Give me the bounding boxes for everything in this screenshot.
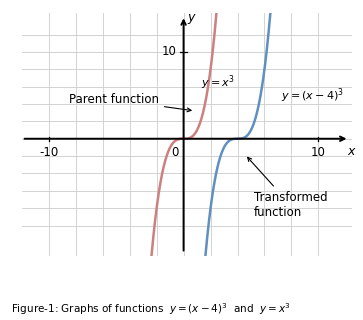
- Text: Transformed
function: Transformed function: [248, 157, 327, 219]
- Text: 10: 10: [311, 146, 326, 159]
- Text: Parent function: Parent function: [69, 93, 191, 112]
- Text: $y=(x-4)^3$: $y=(x-4)^3$: [281, 86, 343, 105]
- Text: 0: 0: [171, 146, 179, 159]
- Text: x: x: [347, 145, 354, 158]
- Text: 10: 10: [162, 45, 177, 58]
- Text: $y=x^3$: $y=x^3$: [201, 73, 235, 92]
- Text: y: y: [188, 11, 195, 24]
- Text: Figure-1: Graphs of functions  $y=(x-4)^3$  and  $y=x^3$: Figure-1: Graphs of functions $y=(x-4)^3…: [11, 301, 291, 317]
- Text: -10: -10: [39, 146, 58, 159]
